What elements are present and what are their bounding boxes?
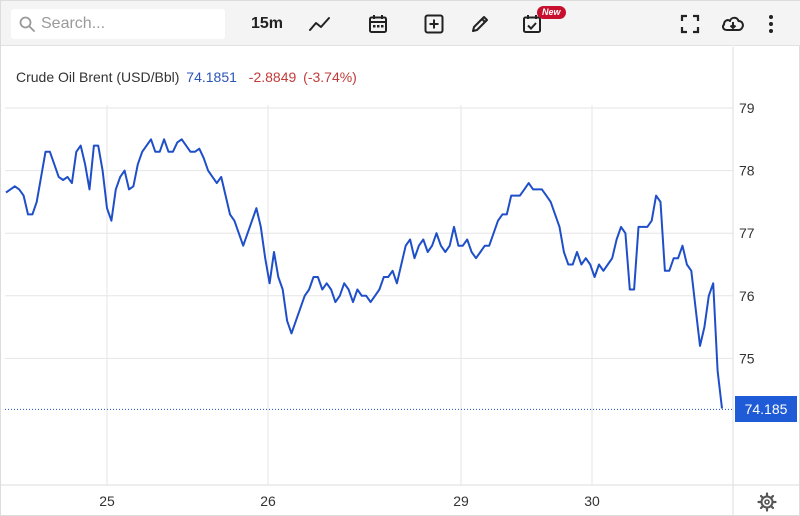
events-button[interactable] — [519, 11, 545, 37]
draw-button[interactable] — [467, 11, 493, 37]
calendar-icon — [369, 15, 387, 33]
date-range-button[interactable] — [365, 11, 391, 37]
fullscreen-button[interactable] — [677, 11, 703, 37]
x-tick-label: 26 — [260, 493, 276, 509]
price-change-percent: (-3.74%) — [303, 69, 357, 85]
price-change: -2.8849 — [248, 69, 297, 85]
last-price: 74.1851 — [186, 69, 237, 85]
chart-area[interactable]: 75 76 77 78 79 25 26 29 30 Crude Oil Brent (USD/… — [1, 47, 800, 516]
chart-legend: Crude Oil Brent (USD/Bbl) 74.1851 -2.884… — [16, 69, 357, 85]
plus-box-icon — [424, 14, 444, 34]
y-tick-label: 77 — [739, 225, 755, 241]
cloud-download-icon — [722, 16, 744, 31]
price-chart[interactable]: 75 76 77 78 79 25 26 29 30 — [1, 47, 800, 516]
x-tick-label: 30 — [584, 493, 600, 509]
more-options-button[interactable] — [761, 11, 781, 37]
line-chart-icon — [309, 17, 330, 31]
price-line — [5, 138, 723, 409]
fullscreen-icon — [680, 14, 700, 34]
x-tick-label: 29 — [453, 493, 469, 509]
add-indicator-button[interactable] — [421, 11, 447, 37]
y-tick-label: 79 — [739, 100, 755, 116]
new-badge: New — [537, 6, 566, 19]
pencil-icon — [472, 16, 488, 32]
search-icon — [19, 16, 35, 32]
search-box[interactable] — [11, 9, 225, 39]
search-input[interactable] — [41, 13, 221, 35]
y-tick-label: 78 — [739, 163, 755, 179]
x-tick-label: 25 — [99, 493, 115, 509]
gear-icon — [757, 492, 777, 512]
calendar-check-icon — [523, 15, 541, 33]
more-vertical-icon — [769, 15, 773, 33]
toolbar: 15m — [1, 1, 800, 46]
interval-button[interactable]: 15m — [250, 15, 284, 32]
chart-type-button[interactable] — [307, 11, 333, 37]
y-tick-label: 75 — [739, 350, 755, 366]
settings-button[interactable] — [757, 492, 777, 512]
y-tick-label: 76 — [739, 288, 755, 304]
download-button[interactable] — [719, 11, 747, 37]
last-price-tag: 74.185 — [735, 396, 797, 423]
instrument-name: Crude Oil Brent (USD/Bbl) — [16, 69, 180, 85]
